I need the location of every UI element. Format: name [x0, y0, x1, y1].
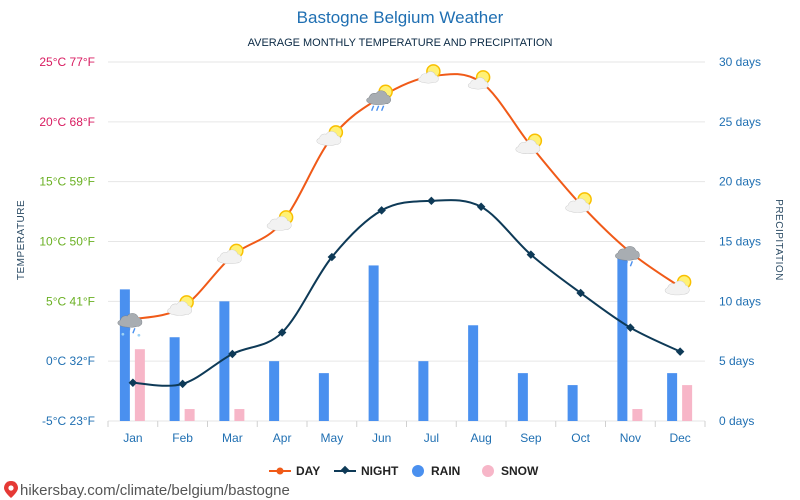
right-tick-label: 0 days	[719, 414, 754, 428]
legend-snow[interactable]: SNOW	[482, 464, 539, 478]
chart-title: Bastogne Belgium Weather	[297, 8, 504, 27]
x-tick-label: May	[321, 431, 344, 445]
rain-bar[interactable]	[368, 265, 379, 421]
snow-bar[interactable]	[682, 385, 693, 421]
legend-night-label: NIGHT	[361, 464, 399, 478]
right-tick-label: 15 days	[719, 235, 761, 249]
x-tick-label: Apr	[273, 431, 292, 445]
sunny-icon	[418, 64, 441, 84]
night-point[interactable]	[128, 378, 138, 387]
rain-bar[interactable]	[667, 373, 678, 421]
rain-bar[interactable]	[318, 373, 329, 421]
partly-sunny-icon	[316, 125, 344, 146]
legend: DAY NIGHT RAIN SNOW	[269, 464, 539, 478]
night-point[interactable]	[327, 252, 337, 262]
x-tick-label: Mar	[222, 431, 243, 445]
right-tick-label: 30 days	[719, 55, 761, 69]
right-tick-label: 20 days	[719, 175, 761, 189]
rain-bar[interactable]	[567, 385, 578, 421]
rain-bar[interactable]	[517, 373, 528, 421]
night-point[interactable]	[427, 196, 436, 206]
rain-bar[interactable]	[119, 289, 130, 421]
legend-night[interactable]: NIGHT	[334, 464, 399, 478]
partly-sunny-icon	[167, 295, 194, 316]
right-axis-title: PRECIPITATION	[773, 199, 784, 281]
rain-snow-cloud-icon	[117, 313, 143, 337]
snow-bar[interactable]	[234, 409, 245, 421]
left-tick-label: 25°C 77°F	[39, 55, 95, 69]
snow-bar[interactable]	[632, 409, 643, 421]
legend-day-label: DAY	[296, 464, 320, 478]
night-point[interactable]	[228, 349, 237, 359]
x-tick-label: Sep	[520, 431, 542, 445]
rain-bar[interactable]	[468, 325, 479, 421]
snow-bar[interactable]	[134, 349, 145, 421]
left-tick-label: 15°C 59°F	[39, 175, 95, 189]
weather-icons	[117, 64, 692, 337]
night-point[interactable]	[626, 323, 635, 332]
footer-link[interactable]: hikersbay.com/climate/belgium/bastogne	[20, 482, 290, 499]
day-temperature-line	[132, 73, 681, 321]
precipitation-bars	[119, 253, 693, 421]
location-pin-icon	[4, 481, 18, 498]
left-axis-title: TEMPERATURE	[16, 200, 27, 280]
sunny-icon	[467, 70, 491, 90]
grid-lines	[107, 61, 706, 427]
left-tick-label: 5°C 41°F	[46, 294, 95, 308]
right-tick-label: 25 days	[719, 115, 761, 129]
rain-bar[interactable]	[617, 253, 628, 421]
partly-sunny-icon	[515, 133, 543, 154]
temperature-lines	[128, 73, 685, 389]
x-tick-label: Oct	[571, 431, 590, 445]
x-tick-label: Aug	[470, 431, 491, 445]
legend-rain[interactable]: RAIN	[412, 464, 460, 478]
x-tick-label: Dec	[669, 431, 690, 445]
night-point[interactable]	[675, 347, 685, 356]
x-tick-label: Nov	[620, 431, 641, 445]
partly-sunny-icon	[565, 192, 592, 213]
rain-bar[interactable]	[219, 301, 230, 421]
x-tick-label: Jan	[123, 431, 142, 445]
legend-rain-label: RAIN	[431, 464, 460, 478]
partly-sunny-icon	[266, 210, 294, 231]
x-axis-ticks: Jan Feb Mar Apr May Jun Jul Aug Sep Oct Nov Dec	[123, 431, 691, 445]
chart-subtitle: AVERAGE MONTHLY TEMPERATURE AND PRECIPIT…	[248, 37, 553, 49]
left-tick-label: 0°C 32°F	[46, 354, 95, 368]
right-axis-ticks: 0 days 5 days 10 days 15 days 20 days 25 days…	[719, 55, 761, 428]
night-point[interactable]	[576, 288, 585, 298]
legend-snow-label: SNOW	[501, 464, 539, 478]
cloud-sun-icon	[217, 243, 244, 265]
rain-cloud-icon	[615, 246, 640, 267]
right-tick-label: 5 days	[719, 354, 754, 368]
snow-bar[interactable]	[184, 409, 195, 421]
x-tick-label: Jun	[372, 431, 391, 445]
rain-bar[interactable]	[169, 337, 180, 421]
night-point[interactable]	[277, 328, 287, 337]
left-tick-label: 10°C 50°F	[39, 235, 95, 249]
x-tick-label: Jul	[424, 431, 439, 445]
right-tick-label: 10 days	[719, 294, 761, 308]
rain-bar[interactable]	[418, 361, 429, 421]
night-point[interactable]	[377, 206, 386, 215]
legend-day[interactable]: DAY	[269, 464, 320, 478]
rain-bar[interactable]	[269, 361, 280, 421]
cloud-rain-sun-icon	[366, 84, 393, 111]
night-point[interactable]	[178, 379, 187, 389]
night-point[interactable]	[476, 202, 486, 212]
night-temperature-line	[132, 199, 681, 387]
cloud-sun-icon	[664, 274, 692, 296]
left-axis-ticks: -5°C 23°F 0°C 32°F 5°C 41°F 10°C 50°F 15°C 5…	[39, 55, 95, 428]
left-tick-label: -5°C 23°F	[42, 414, 95, 428]
left-tick-label: 20°C 68°F	[39, 115, 95, 129]
x-tick-label: Feb	[172, 431, 193, 445]
footer: hikersbay.com/climate/belgium/bastogne	[4, 481, 290, 499]
